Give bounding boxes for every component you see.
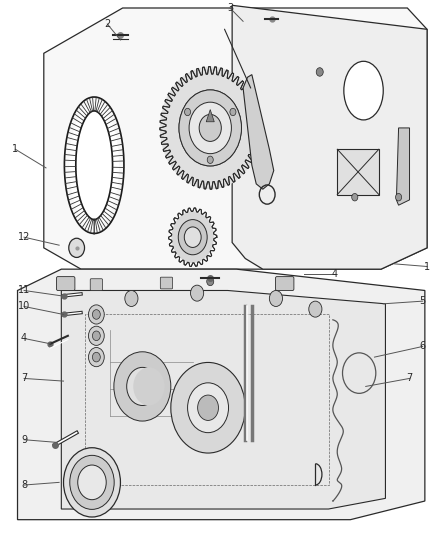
Circle shape (78, 465, 106, 500)
Circle shape (127, 367, 158, 406)
Polygon shape (243, 75, 274, 189)
FancyBboxPatch shape (57, 277, 75, 290)
Text: 3: 3 (227, 3, 233, 13)
Circle shape (207, 277, 214, 286)
Circle shape (187, 383, 229, 433)
Ellipse shape (344, 61, 383, 120)
Polygon shape (206, 110, 214, 122)
Polygon shape (44, 8, 427, 269)
FancyBboxPatch shape (160, 277, 173, 289)
Circle shape (179, 90, 241, 166)
Text: 4: 4 (332, 270, 338, 279)
Circle shape (92, 352, 100, 362)
Text: 12: 12 (18, 232, 30, 242)
Polygon shape (61, 290, 385, 509)
Circle shape (184, 108, 191, 116)
Circle shape (316, 68, 323, 76)
Circle shape (171, 362, 245, 453)
Polygon shape (232, 5, 427, 269)
Circle shape (189, 102, 231, 154)
Circle shape (191, 285, 204, 301)
Text: 10: 10 (18, 302, 30, 311)
FancyBboxPatch shape (276, 277, 294, 290)
Circle shape (88, 348, 104, 367)
Text: 2: 2 (104, 19, 110, 29)
Circle shape (352, 193, 358, 201)
Circle shape (198, 395, 219, 421)
Text: 1: 1 (12, 144, 18, 154)
Circle shape (199, 115, 221, 141)
Circle shape (88, 326, 104, 345)
Circle shape (172, 212, 214, 263)
Text: 8: 8 (21, 480, 27, 490)
Circle shape (230, 108, 236, 116)
Circle shape (160, 67, 261, 189)
Circle shape (125, 290, 138, 306)
Polygon shape (70, 104, 118, 227)
Bar (337, 149, 379, 195)
Polygon shape (396, 128, 410, 205)
Text: 7: 7 (406, 374, 413, 383)
Circle shape (88, 305, 104, 324)
Circle shape (92, 310, 100, 319)
Text: 11: 11 (18, 286, 30, 295)
Text: 7: 7 (21, 374, 27, 383)
Circle shape (70, 455, 114, 510)
Circle shape (64, 448, 120, 517)
Circle shape (114, 352, 171, 421)
Circle shape (179, 90, 241, 166)
Circle shape (69, 238, 85, 257)
Text: 4: 4 (21, 334, 27, 343)
Text: 6: 6 (420, 342, 426, 351)
Text: 9: 9 (21, 435, 27, 445)
Circle shape (396, 193, 402, 201)
FancyBboxPatch shape (90, 279, 102, 290)
Polygon shape (18, 269, 425, 520)
Circle shape (184, 227, 201, 247)
Circle shape (309, 301, 322, 317)
Circle shape (207, 156, 213, 164)
Circle shape (178, 220, 207, 255)
Circle shape (133, 367, 165, 406)
Circle shape (92, 331, 100, 341)
Circle shape (269, 290, 283, 306)
Text: 1: 1 (424, 262, 430, 271)
Text: 5: 5 (420, 296, 426, 306)
